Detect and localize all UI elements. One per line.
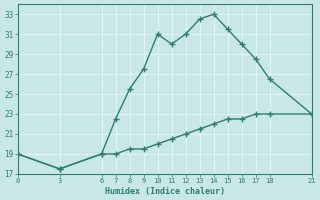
X-axis label: Humidex (Indice chaleur): Humidex (Indice chaleur)	[105, 187, 225, 196]
